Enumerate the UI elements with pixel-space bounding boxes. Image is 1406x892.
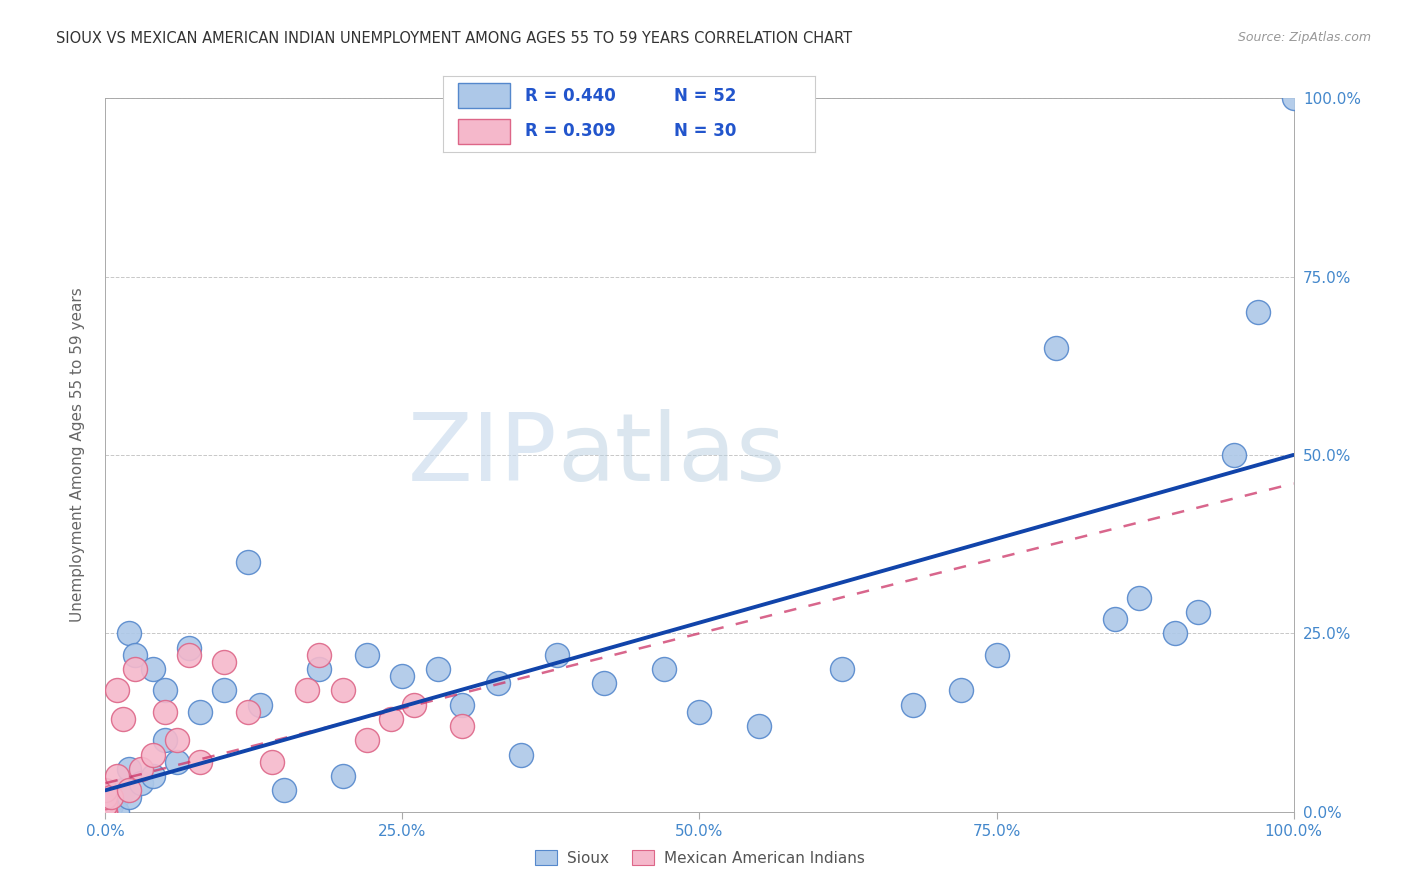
Point bbox=[105, 683, 128, 698]
Point bbox=[142, 662, 165, 676]
Point bbox=[332, 769, 354, 783]
Point bbox=[297, 683, 319, 698]
Point bbox=[94, 797, 117, 812]
Point bbox=[1164, 626, 1187, 640]
Point bbox=[1045, 341, 1067, 355]
Point bbox=[177, 640, 200, 655]
Point bbox=[118, 790, 141, 805]
Point bbox=[112, 712, 135, 726]
Point bbox=[249, 698, 271, 712]
Point bbox=[748, 719, 770, 733]
Point bbox=[546, 648, 568, 662]
Point bbox=[105, 805, 128, 819]
Text: SIOUX VS MEXICAN AMERICAN INDIAN UNEMPLOYMENT AMONG AGES 55 TO 59 YEARS CORRELAT: SIOUX VS MEXICAN AMERICAN INDIAN UNEMPLO… bbox=[56, 31, 852, 46]
Point bbox=[308, 662, 330, 676]
Point bbox=[94, 805, 117, 819]
Point bbox=[689, 705, 711, 719]
Point bbox=[236, 705, 259, 719]
Y-axis label: Unemployment Among Ages 55 to 59 years: Unemployment Among Ages 55 to 59 years bbox=[70, 287, 84, 623]
FancyBboxPatch shape bbox=[458, 84, 510, 109]
Point bbox=[129, 776, 152, 790]
Point bbox=[260, 755, 283, 769]
FancyBboxPatch shape bbox=[458, 119, 510, 144]
Point bbox=[391, 669, 413, 683]
Point bbox=[1128, 591, 1150, 605]
Point bbox=[404, 698, 426, 712]
Point bbox=[94, 805, 117, 819]
Point bbox=[94, 783, 117, 797]
Point bbox=[94, 790, 117, 805]
Point bbox=[112, 783, 135, 797]
Point bbox=[308, 648, 330, 662]
Point bbox=[166, 755, 188, 769]
Point bbox=[652, 662, 675, 676]
Point bbox=[356, 648, 378, 662]
Point bbox=[166, 733, 188, 747]
Text: N = 52: N = 52 bbox=[673, 87, 737, 105]
Text: N = 30: N = 30 bbox=[673, 122, 737, 140]
Point bbox=[593, 676, 616, 690]
Point bbox=[450, 719, 472, 733]
Point bbox=[450, 698, 472, 712]
Point bbox=[332, 683, 354, 698]
Point bbox=[486, 676, 509, 690]
Point bbox=[94, 805, 117, 819]
Point bbox=[94, 797, 117, 812]
Point bbox=[94, 805, 117, 819]
Point bbox=[1187, 605, 1209, 619]
Point bbox=[190, 755, 212, 769]
Point bbox=[949, 683, 972, 698]
Point bbox=[124, 662, 146, 676]
Point bbox=[273, 783, 295, 797]
Point bbox=[94, 805, 117, 819]
Text: R = 0.440: R = 0.440 bbox=[524, 87, 616, 105]
Legend: Sioux, Mexican American Indians: Sioux, Mexican American Indians bbox=[529, 844, 870, 871]
Point bbox=[94, 805, 117, 819]
Point bbox=[129, 762, 152, 776]
Point bbox=[236, 555, 259, 569]
Point bbox=[356, 733, 378, 747]
Point bbox=[1104, 612, 1126, 626]
Point bbox=[124, 648, 146, 662]
Point bbox=[94, 805, 117, 819]
Point bbox=[214, 655, 236, 669]
Point bbox=[94, 797, 117, 812]
Point bbox=[1247, 305, 1270, 319]
Point bbox=[94, 790, 117, 805]
Point bbox=[1223, 448, 1246, 462]
Point bbox=[1282, 91, 1305, 105]
Point bbox=[118, 783, 141, 797]
Point bbox=[903, 698, 925, 712]
Point bbox=[153, 683, 176, 698]
Point bbox=[510, 747, 533, 762]
Point bbox=[118, 626, 141, 640]
Text: Source: ZipAtlas.com: Source: ZipAtlas.com bbox=[1237, 31, 1371, 45]
Text: ZIP: ZIP bbox=[408, 409, 557, 501]
Point bbox=[380, 712, 402, 726]
Point bbox=[177, 648, 200, 662]
Point bbox=[142, 769, 165, 783]
Point bbox=[153, 733, 176, 747]
Point bbox=[94, 797, 117, 812]
Point bbox=[142, 747, 165, 762]
Point bbox=[94, 790, 117, 805]
Point bbox=[105, 790, 128, 805]
Point bbox=[105, 769, 128, 783]
Point bbox=[214, 683, 236, 698]
Text: R = 0.309: R = 0.309 bbox=[524, 122, 616, 140]
Point bbox=[986, 648, 1008, 662]
Point bbox=[100, 797, 122, 812]
Point bbox=[100, 790, 122, 805]
Point bbox=[190, 705, 212, 719]
Point bbox=[831, 662, 853, 676]
Text: atlas: atlas bbox=[557, 409, 785, 501]
Point bbox=[153, 705, 176, 719]
Point bbox=[118, 762, 141, 776]
Point bbox=[427, 662, 450, 676]
